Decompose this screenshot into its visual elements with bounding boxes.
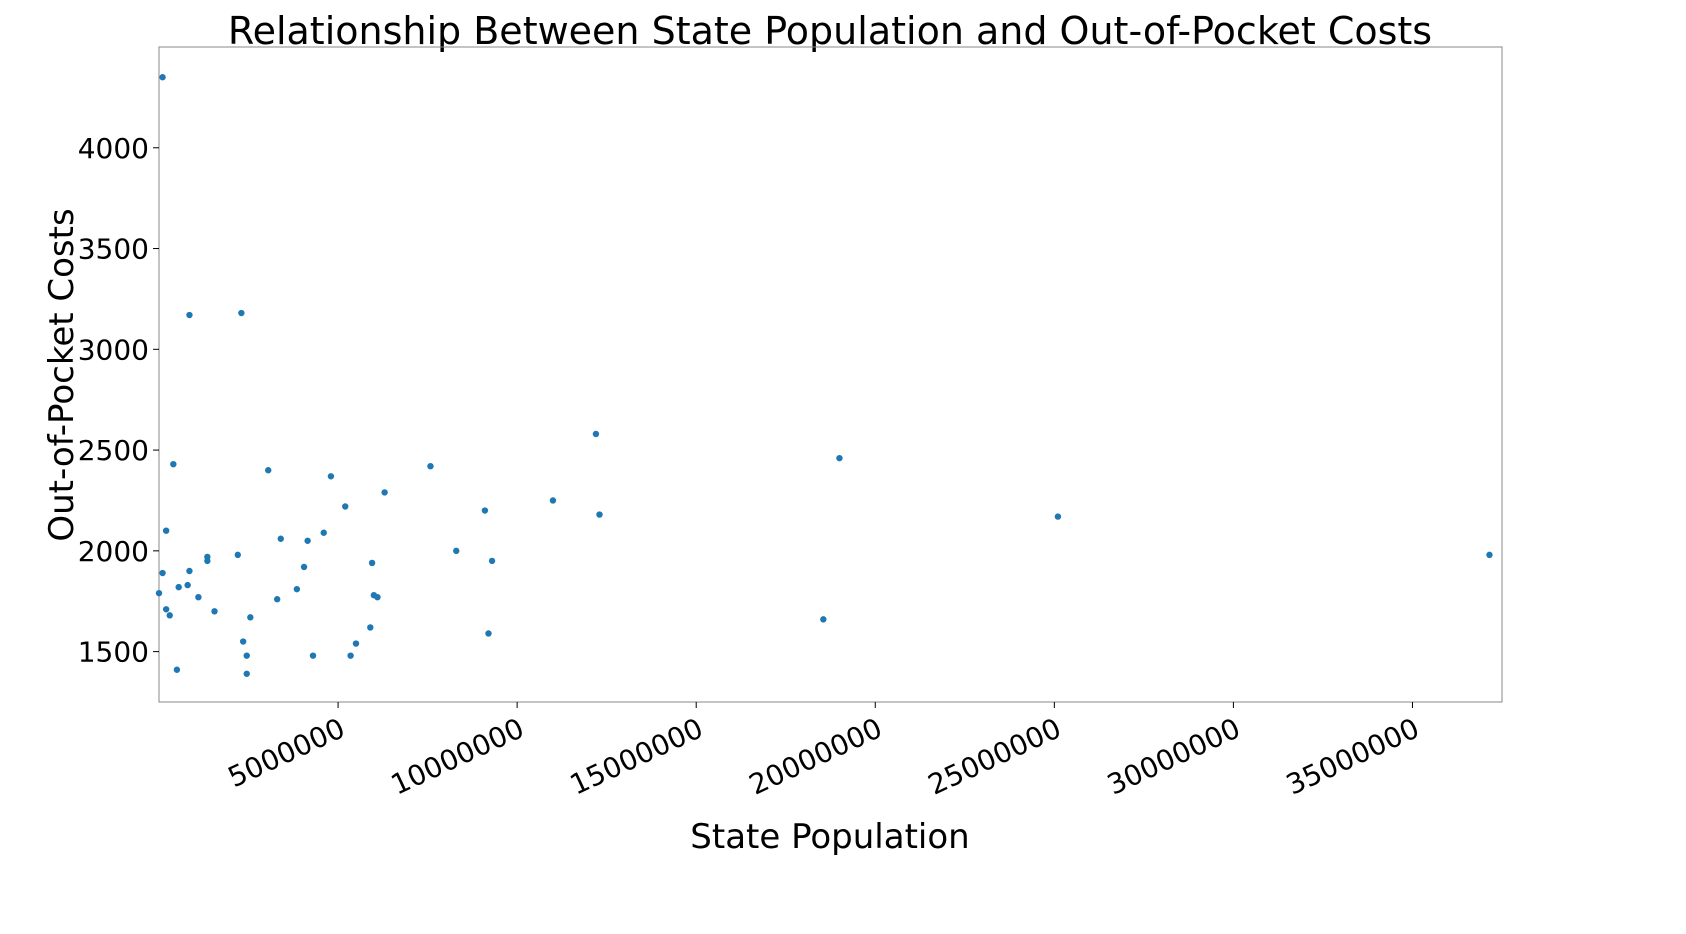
y-axis-ticks: 1500 2000 2500 3000 3500 4000 xyxy=(78,132,159,669)
data-point xyxy=(186,567,193,575)
data-point xyxy=(481,507,489,514)
data-point xyxy=(488,557,496,565)
data-point xyxy=(820,616,827,623)
data-point xyxy=(327,473,335,480)
x-tick-label: 30000000 xyxy=(1102,711,1245,801)
data-point xyxy=(300,563,308,571)
y-tick-label: 1500 xyxy=(78,636,149,669)
x-axis-ticks: 5000000 10000000 15000000 20000000 25000000 3… xyxy=(223,702,1424,802)
data-point xyxy=(293,585,301,593)
x-tick-label: 10000000 xyxy=(386,711,529,801)
data-points xyxy=(155,74,1493,677)
data-point xyxy=(453,547,460,555)
data-point xyxy=(186,311,193,319)
x-tick-label: 35000000 xyxy=(1281,711,1424,801)
data-point xyxy=(204,557,211,565)
data-point xyxy=(238,309,245,317)
data-point xyxy=(427,463,434,470)
data-point xyxy=(368,559,376,567)
y-axis-label: Out-of-Pocket Costs xyxy=(42,208,82,541)
data-point xyxy=(234,551,241,559)
chart-title: Relationship Between State Population an… xyxy=(228,9,1432,53)
data-point xyxy=(159,74,166,81)
data-point xyxy=(549,497,557,504)
data-point xyxy=(352,640,360,647)
data-point xyxy=(1486,551,1493,559)
y-tick-label: 3500 xyxy=(78,233,149,266)
data-point xyxy=(309,652,317,659)
data-point xyxy=(159,569,166,577)
plot-area xyxy=(158,46,1503,703)
data-point xyxy=(243,670,250,677)
y-tick-label: 2500 xyxy=(78,434,149,467)
data-point xyxy=(320,529,327,536)
data-point xyxy=(485,630,492,637)
x-tick-label: 25000000 xyxy=(923,711,1066,801)
data-point xyxy=(195,594,202,601)
data-point xyxy=(836,454,843,462)
data-point xyxy=(347,652,354,659)
data-point xyxy=(265,467,272,474)
data-point xyxy=(170,460,177,468)
data-point xyxy=(273,596,281,603)
data-point xyxy=(184,581,191,589)
data-point xyxy=(592,430,600,438)
data-point xyxy=(155,589,163,597)
plot-frame xyxy=(158,46,1503,703)
data-point xyxy=(1054,513,1062,520)
data-point xyxy=(211,608,218,615)
x-axis-label: State Population xyxy=(690,817,969,857)
data-point xyxy=(304,537,311,544)
data-point xyxy=(342,503,349,510)
data-point xyxy=(243,652,250,659)
data-point xyxy=(367,624,374,631)
x-tick-label: 15000000 xyxy=(565,711,708,801)
data-point xyxy=(166,612,173,619)
x-tick-label: 20000000 xyxy=(744,711,887,801)
y-tick-label: 2000 xyxy=(78,535,149,568)
y-tick-label: 3000 xyxy=(78,333,149,366)
data-point xyxy=(247,614,254,621)
data-point xyxy=(162,527,170,534)
data-point xyxy=(381,489,388,496)
data-point xyxy=(277,535,284,542)
data-point xyxy=(239,638,247,645)
data-point xyxy=(173,666,181,673)
data-point xyxy=(596,511,603,518)
data-point xyxy=(374,594,381,601)
data-point xyxy=(162,606,170,613)
data-point xyxy=(175,583,182,591)
x-tick-label: 5000000 xyxy=(223,711,350,794)
y-tick-label: 4000 xyxy=(78,132,149,165)
